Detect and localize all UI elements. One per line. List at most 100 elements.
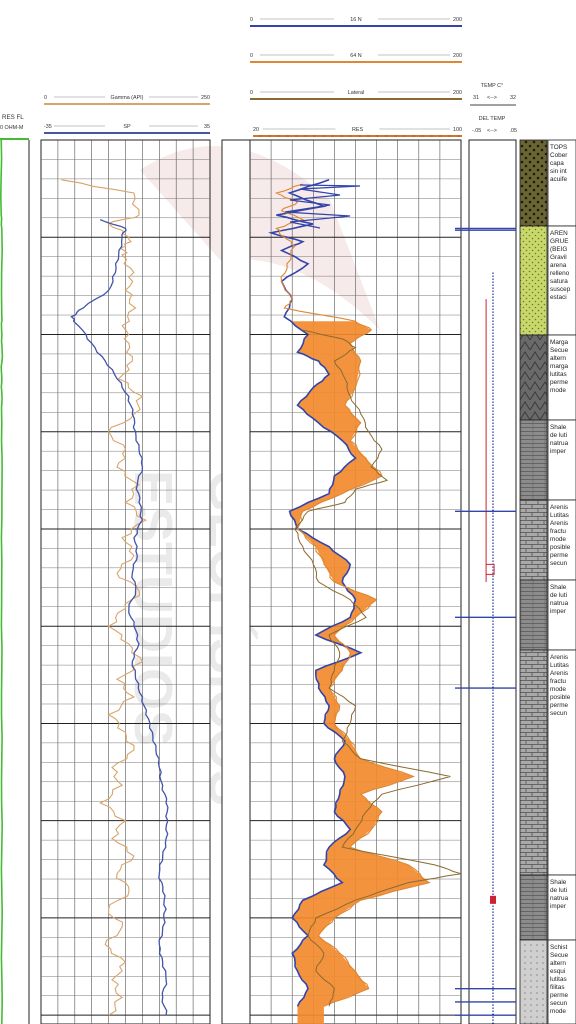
deltemp-scale-min: -.05 bbox=[472, 128, 481, 134]
lithology-text: natrua bbox=[550, 600, 569, 607]
lithology-text: relleno bbox=[550, 270, 570, 277]
lithology-text: Secue bbox=[550, 952, 569, 959]
n16-scale-min: 0 bbox=[250, 17, 253, 23]
lithology-pattern-8 bbox=[519, 939, 548, 1024]
track-resfl bbox=[0, 139, 30, 1024]
lithology-text: (BEIG bbox=[550, 246, 567, 253]
lithology-pattern-0 bbox=[519, 139, 548, 227]
temp-scale-max: 32 bbox=[510, 95, 516, 101]
res-scale-label: RES bbox=[352, 127, 363, 133]
lithology-text: Shale bbox=[550, 879, 567, 886]
temp-scale-arrow: <--> bbox=[487, 95, 497, 101]
lithology-text: lutitas bbox=[550, 371, 567, 378]
res-scale-max: 100 bbox=[453, 127, 462, 133]
resistivity-fill bbox=[289, 321, 430, 1024]
n64-scale-label: 64 N bbox=[350, 53, 361, 59]
deltemp-scale-max: .05 bbox=[510, 128, 518, 134]
lithology-text: Cober bbox=[550, 152, 568, 159]
lithology-text: imper bbox=[550, 608, 567, 615]
lithology-text: de luti bbox=[550, 592, 567, 599]
lithology-pattern-4 bbox=[519, 499, 548, 581]
lithology-desc-box-6 bbox=[547, 649, 576, 876]
deltemp-scale-arrow: <--> bbox=[487, 128, 497, 134]
lithology-text: Lutitas bbox=[550, 662, 569, 669]
lithology-text: capa bbox=[550, 160, 564, 167]
lithology-text: Gravil bbox=[550, 254, 567, 261]
res-scale-min: 20 bbox=[253, 127, 259, 133]
temp-scale-label: TEMP C° bbox=[481, 83, 503, 89]
gamma-scale-max: 250 bbox=[201, 95, 210, 101]
resfl-curves bbox=[0, 139, 4, 1024]
lithology-text: fractu bbox=[550, 528, 566, 535]
lithology-desc-box-5 bbox=[547, 579, 576, 651]
sp-scale-label: SP bbox=[123, 124, 131, 130]
lithology-text: posible bbox=[550, 544, 571, 551]
resfl-curve bbox=[0, 139, 4, 1024]
lithology-text: lutitas bbox=[550, 976, 567, 983]
n64-scale-min: 0 bbox=[250, 53, 253, 59]
lithology-pattern-1 bbox=[519, 225, 548, 336]
track-temperature bbox=[455, 139, 517, 1024]
lithology-text: perme bbox=[550, 552, 569, 559]
lateral-scale-label: Lateral bbox=[348, 90, 364, 96]
depth-track-border bbox=[221, 139, 251, 1024]
gamma-sp-curves bbox=[61, 179, 169, 1016]
lithology-text: mode bbox=[550, 536, 566, 543]
gamma-scale-min: 0 bbox=[44, 95, 47, 101]
lithology-text: mode bbox=[550, 387, 566, 394]
n64-curve bbox=[274, 183, 431, 1007]
lithology-text: Lutitas bbox=[550, 512, 569, 519]
lithology-text: fractu bbox=[550, 678, 566, 685]
n16-spikes bbox=[284, 184, 361, 229]
lithology-desc-box-2 bbox=[547, 334, 576, 421]
lithology-text: natrua bbox=[550, 895, 569, 902]
lithology-text: Shale bbox=[550, 584, 567, 591]
lithology-text: GRUE bbox=[550, 238, 568, 245]
lithology-pattern-2 bbox=[519, 334, 548, 421]
lithology-text: suscep bbox=[550, 286, 571, 293]
lithology-text: de luti bbox=[550, 887, 567, 894]
lithology-desc-box-3 bbox=[547, 419, 576, 501]
lithology-text: Arenis bbox=[550, 670, 568, 677]
temp-scale-min: 31 bbox=[473, 95, 479, 101]
gamma-curve bbox=[61, 179, 148, 1016]
n64-scale-max: 200 bbox=[453, 53, 462, 59]
lithology-text: Secue bbox=[550, 347, 569, 354]
lithology-text: altern bbox=[550, 355, 566, 362]
lithology-text: de luti bbox=[550, 432, 567, 439]
gamma-scale-label: Gamma (API) bbox=[111, 95, 144, 101]
lithology-text: marga bbox=[550, 363, 569, 370]
lithology-text: Arenis bbox=[550, 654, 568, 661]
temperature-curves bbox=[455, 227, 516, 1024]
depth-track bbox=[221, 139, 251, 1024]
lithology-text: Schist bbox=[550, 944, 568, 951]
lithology-text: AREN bbox=[550, 230, 568, 237]
lithology-pattern-5 bbox=[519, 579, 548, 651]
lithology-text: altern bbox=[550, 960, 566, 967]
lithology-text: sin int bbox=[550, 168, 567, 175]
lateral-curve bbox=[294, 329, 462, 1007]
lithology-text: Arenis bbox=[550, 504, 568, 511]
lithology-text: mode bbox=[550, 686, 566, 693]
sp-scale-max: 35 bbox=[204, 124, 210, 130]
lithology-text: Marga bbox=[550, 339, 569, 346]
resistivity-grid bbox=[249, 139, 462, 1024]
gamma-sp-grid bbox=[40, 139, 211, 1024]
resistivity-curves bbox=[268, 179, 462, 1007]
lithology-text: satura bbox=[550, 278, 568, 285]
lithology-text: secun bbox=[550, 560, 567, 567]
sp-scale-min: -35 bbox=[44, 124, 52, 130]
lithology-desc-box-8 bbox=[547, 939, 576, 1024]
n16-scale-label: 16 N bbox=[350, 17, 361, 23]
lithology-text: filitas bbox=[550, 984, 565, 991]
lithology-text: Shale bbox=[550, 424, 567, 431]
sp-curve bbox=[70, 218, 169, 1016]
lithology-desc-box-4 bbox=[547, 499, 576, 581]
lithology-text: perme bbox=[550, 379, 569, 386]
watermark-text-1: ESTUDIOS bbox=[123, 470, 183, 746]
lithology-pattern-7 bbox=[519, 874, 548, 941]
scale-headers: RES FL 0 OHM-M 0 Gamma (API) 250 -35 SP 35 0 16 N… bbox=[0, 17, 518, 140]
lithology-text: imper bbox=[550, 448, 567, 455]
